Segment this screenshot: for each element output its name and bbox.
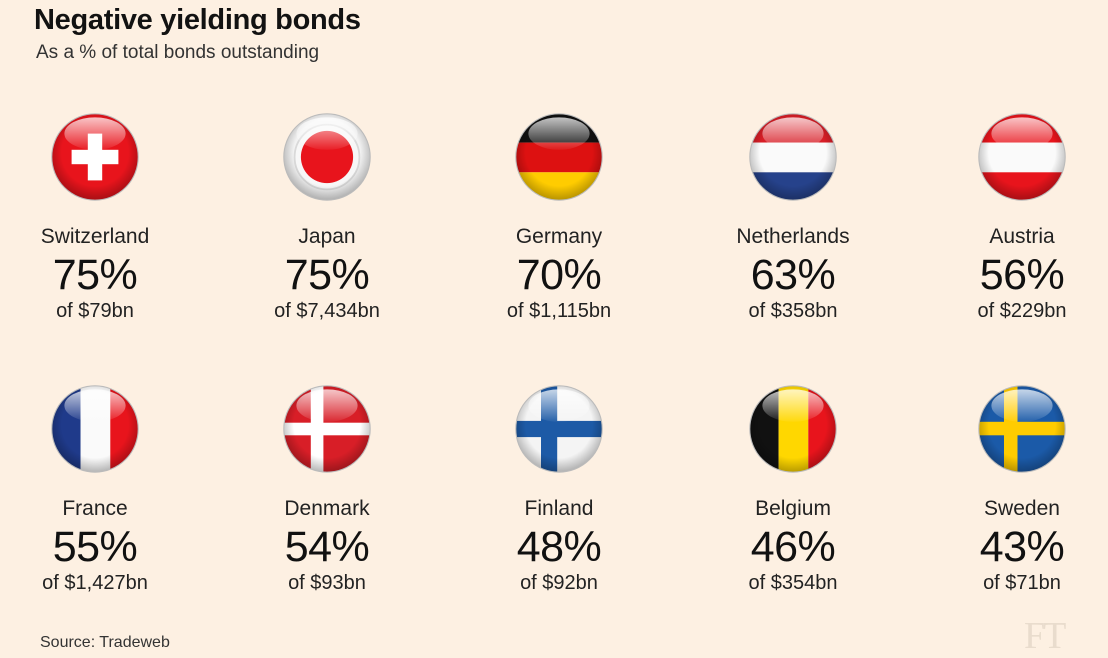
country-card: Denmark 54% of $93bn [217,384,437,596]
country-card: Sweden 43% of $71bn [912,384,1108,596]
total-outstanding: of $79bn [56,300,134,322]
percent-value: 63% [750,251,836,299]
france-flag-icon [51,385,139,473]
austria-flag-icon [978,113,1066,201]
total-outstanding: of $1,427bn [42,572,148,594]
germany-flag-icon [515,113,603,201]
japan-flag-icon [283,113,371,201]
denmark-flag-icon [283,385,371,473]
country-name: Sweden [984,497,1060,520]
ft-logo: FT [1024,615,1066,657]
country-name: Netherlands [736,225,850,248]
country-card: Netherlands 63% of $358bn [683,112,903,324]
total-outstanding: of $93bn [288,572,366,594]
total-outstanding: of $358bn [748,300,838,322]
switzerland-flag-icon [51,113,139,201]
total-outstanding: of $92bn [520,572,598,594]
chart-title: Negative yielding bonds [34,4,361,36]
percent-value: 43% [979,523,1065,571]
chart-subtitle: As a % of total bonds outstanding [36,42,320,63]
country-name: Denmark [284,497,370,520]
country-name: France [62,497,128,520]
percent-value: 75% [284,251,370,299]
country-card: Switzerland 75% of $79bn [0,112,205,324]
percent-value: 48% [516,523,602,571]
percent-value: 46% [750,523,836,571]
country-name: Switzerland [40,225,150,248]
country-card: France 55% of $1,427bn [0,384,205,596]
country-name: Germany [515,225,603,248]
country-card: Germany 70% of $1,115bn [449,112,669,324]
percent-value: 56% [979,251,1065,299]
percent-value: 70% [516,251,602,299]
country-card: Austria 56% of $229bn [912,112,1108,324]
percent-value: 75% [52,251,138,299]
country-name: Belgium [755,497,831,520]
country-card: Japan 75% of $7,434bn [217,112,437,324]
country-name: Austria [989,225,1055,248]
country-name: Finland [524,497,594,520]
finland-flag-icon [515,385,603,473]
percent-value: 55% [52,523,138,571]
netherlands-flag-icon [749,113,837,201]
total-outstanding: of $229bn [977,300,1067,322]
sweden-flag-icon [978,385,1066,473]
total-outstanding: of $71bn [983,572,1061,594]
total-outstanding: of $7,434bn [274,300,380,322]
belgium-flag-icon [749,385,837,473]
source-note: Source: Tradeweb [40,634,170,651]
percent-value: 54% [284,523,370,571]
country-card: Belgium 46% of $354bn [683,384,903,596]
total-outstanding: of $354bn [748,572,838,594]
country-card: Finland 48% of $92bn [449,384,669,596]
total-outstanding: of $1,115bn [506,300,612,322]
country-name: Japan [298,225,356,248]
